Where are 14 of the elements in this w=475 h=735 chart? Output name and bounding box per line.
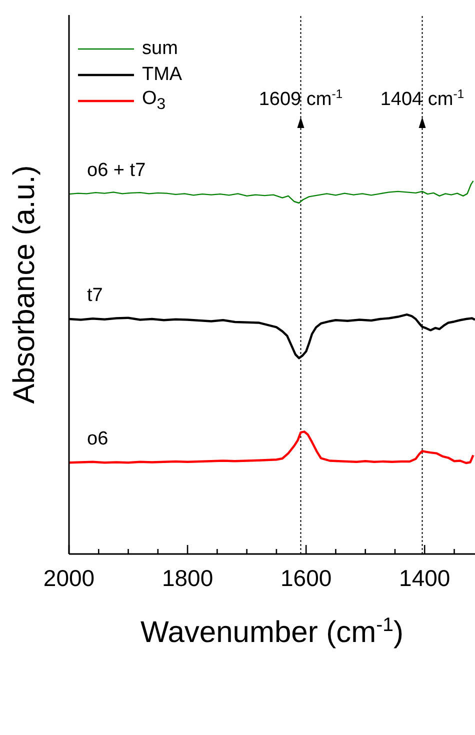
x-tick-label: 1800 <box>162 565 214 591</box>
legend-label: O$_{3}$ <box>142 88 166 114</box>
x-tick-label: 2000 <box>43 565 95 591</box>
x-tick-label: 1600 <box>280 565 332 591</box>
ref-line-label: 1609 cm$^{-1}$ <box>258 87 343 110</box>
y-axis-title: Absorbance (a.u.) <box>8 165 41 404</box>
x-tick-label: 1400 <box>399 565 450 591</box>
annotation: o6 + t7 <box>87 160 146 182</box>
annotation: o6 <box>87 428 108 450</box>
ref-line-label: 1404 cm$^{-1}$ <box>380 87 464 110</box>
x-axis-title: Wavenumber (cm$^{-1}$) <box>140 614 404 649</box>
legend-label: TMA <box>142 64 182 86</box>
legend-label: sum <box>142 38 178 60</box>
annotation: t7 <box>87 285 103 306</box>
